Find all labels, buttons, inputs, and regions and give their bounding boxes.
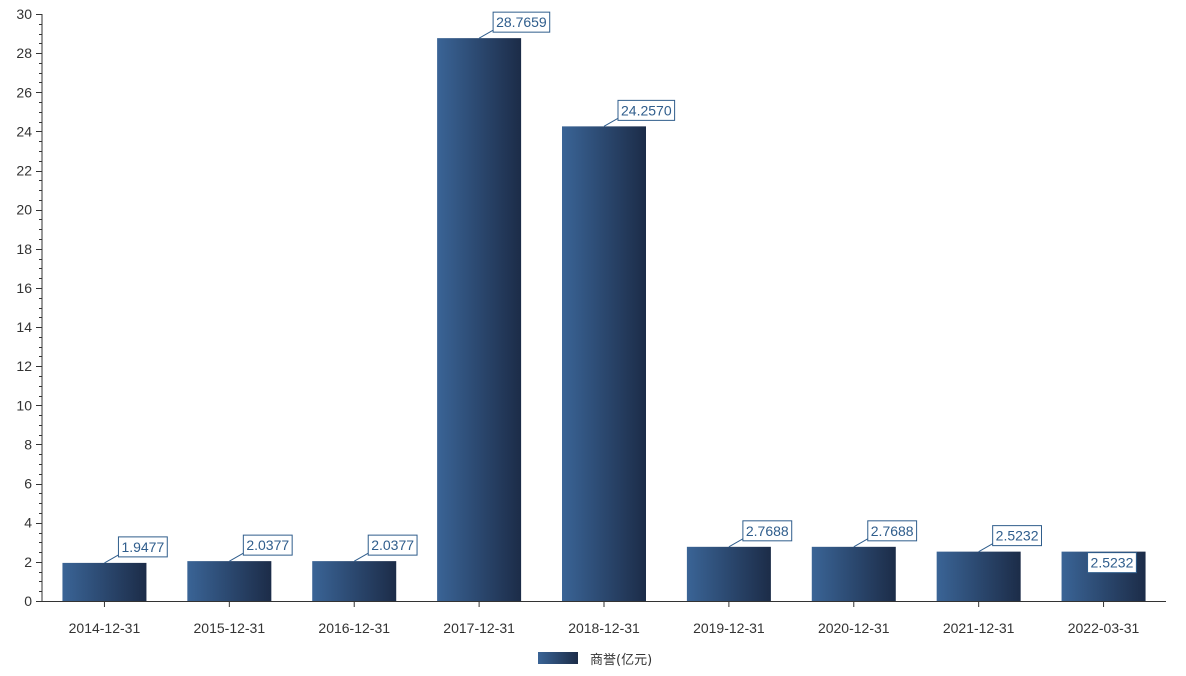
x-tick-label: 2022-03-31 (1068, 620, 1140, 636)
data-label-text: 2.0377 (246, 537, 289, 553)
x-tick-label: 2017-12-31 (443, 620, 515, 636)
data-label: 2.7688 (853, 520, 918, 548)
x-tick-label: 2015-12-31 (194, 620, 266, 636)
bar (562, 126, 646, 601)
y-tick-label: 26 (16, 84, 32, 100)
y-tick-label: 28 (16, 45, 32, 61)
y-tick-label: 30 (16, 6, 32, 22)
label-leader-line (229, 552, 244, 562)
y-tick-label: 6 (24, 476, 32, 492)
data-label-text: 2.5232 (1091, 555, 1134, 571)
label-box (367, 534, 418, 556)
y-tick-label: 2 (24, 554, 32, 570)
x-tick-label: 2019-12-31 (693, 620, 765, 636)
label-box (1087, 552, 1137, 574)
y-tick-label: 18 (16, 241, 32, 257)
label-leader-line (853, 538, 869, 548)
data-labels: 1.9477 2.0377 2.0377 28.7659 24.2570 2.7688 2.… (104, 11, 1137, 574)
data-label: 24.2570 (603, 99, 676, 127)
label-box (117, 536, 168, 558)
x-tick-label: 2016-12-31 (318, 620, 390, 636)
bar (312, 561, 397, 601)
label-box (492, 11, 551, 33)
x-tick-label: 2021-12-31 (943, 620, 1015, 636)
y-tick-label: 0 (24, 593, 32, 609)
x-tick-label: 2018-12-31 (568, 620, 640, 636)
label-leader-line (978, 543, 993, 553)
label-box (742, 520, 793, 542)
legend-item[interactable]: 商誉(亿元) (538, 652, 652, 668)
data-label-text: 2.0377 (371, 537, 414, 553)
y-tick-label: 8 (24, 436, 32, 452)
x-tick-label: 2014-12-31 (69, 620, 141, 636)
bar (811, 546, 896, 601)
bar (936, 551, 1021, 601)
data-label: 2.5232 (1087, 552, 1137, 574)
data-label: 28.7659 (478, 11, 551, 39)
data-label-text: 1.9477 (121, 539, 164, 555)
y-tick-label: 14 (16, 319, 32, 335)
label-leader-line (478, 29, 494, 39)
data-label-text: 24.2570 (621, 102, 672, 118)
data-label-text: 2.5232 (996, 528, 1039, 544)
label-leader-line (728, 538, 744, 548)
bar (62, 562, 147, 601)
y-tick-label: 20 (16, 202, 32, 218)
data-label: 2.5232 (978, 525, 1042, 553)
y-tick-label: 22 (16, 163, 32, 179)
data-label: 2.0377 (353, 534, 418, 562)
bars (62, 38, 1146, 602)
y-tick-label: 10 (16, 397, 32, 413)
data-label: 1.9477 (104, 536, 168, 564)
y-tick-label: 16 (16, 280, 32, 296)
label-box (992, 525, 1042, 547)
label-box (242, 534, 293, 556)
legend-label: 商誉(亿元) (590, 653, 652, 668)
data-label: 2.7688 (728, 520, 793, 548)
bar (187, 561, 272, 601)
label-box (617, 99, 676, 121)
bar (437, 38, 522, 602)
legend[interactable]: 商誉(亿元) (538, 652, 652, 668)
bar (686, 546, 771, 601)
data-label-text: 2.7688 (746, 523, 789, 539)
label-leader-line (603, 117, 619, 127)
y-tick-label: 4 (24, 515, 32, 531)
data-label-text: 28.7659 (496, 14, 547, 30)
x-tick-label: 2020-12-31 (818, 620, 890, 636)
data-label: 2.0377 (229, 534, 293, 562)
legend-swatch (538, 652, 578, 664)
label-box (867, 520, 918, 542)
label-leader-line (353, 552, 369, 562)
y-tick-label: 24 (16, 123, 32, 139)
label-leader-line (104, 554, 119, 564)
x-axis: 2014-12-31 2015-12-31 2016-12-31 2017-12-31… (42, 601, 1166, 636)
data-label-text: 2.7688 (871, 523, 914, 539)
y-tick-label: 12 (16, 358, 32, 374)
